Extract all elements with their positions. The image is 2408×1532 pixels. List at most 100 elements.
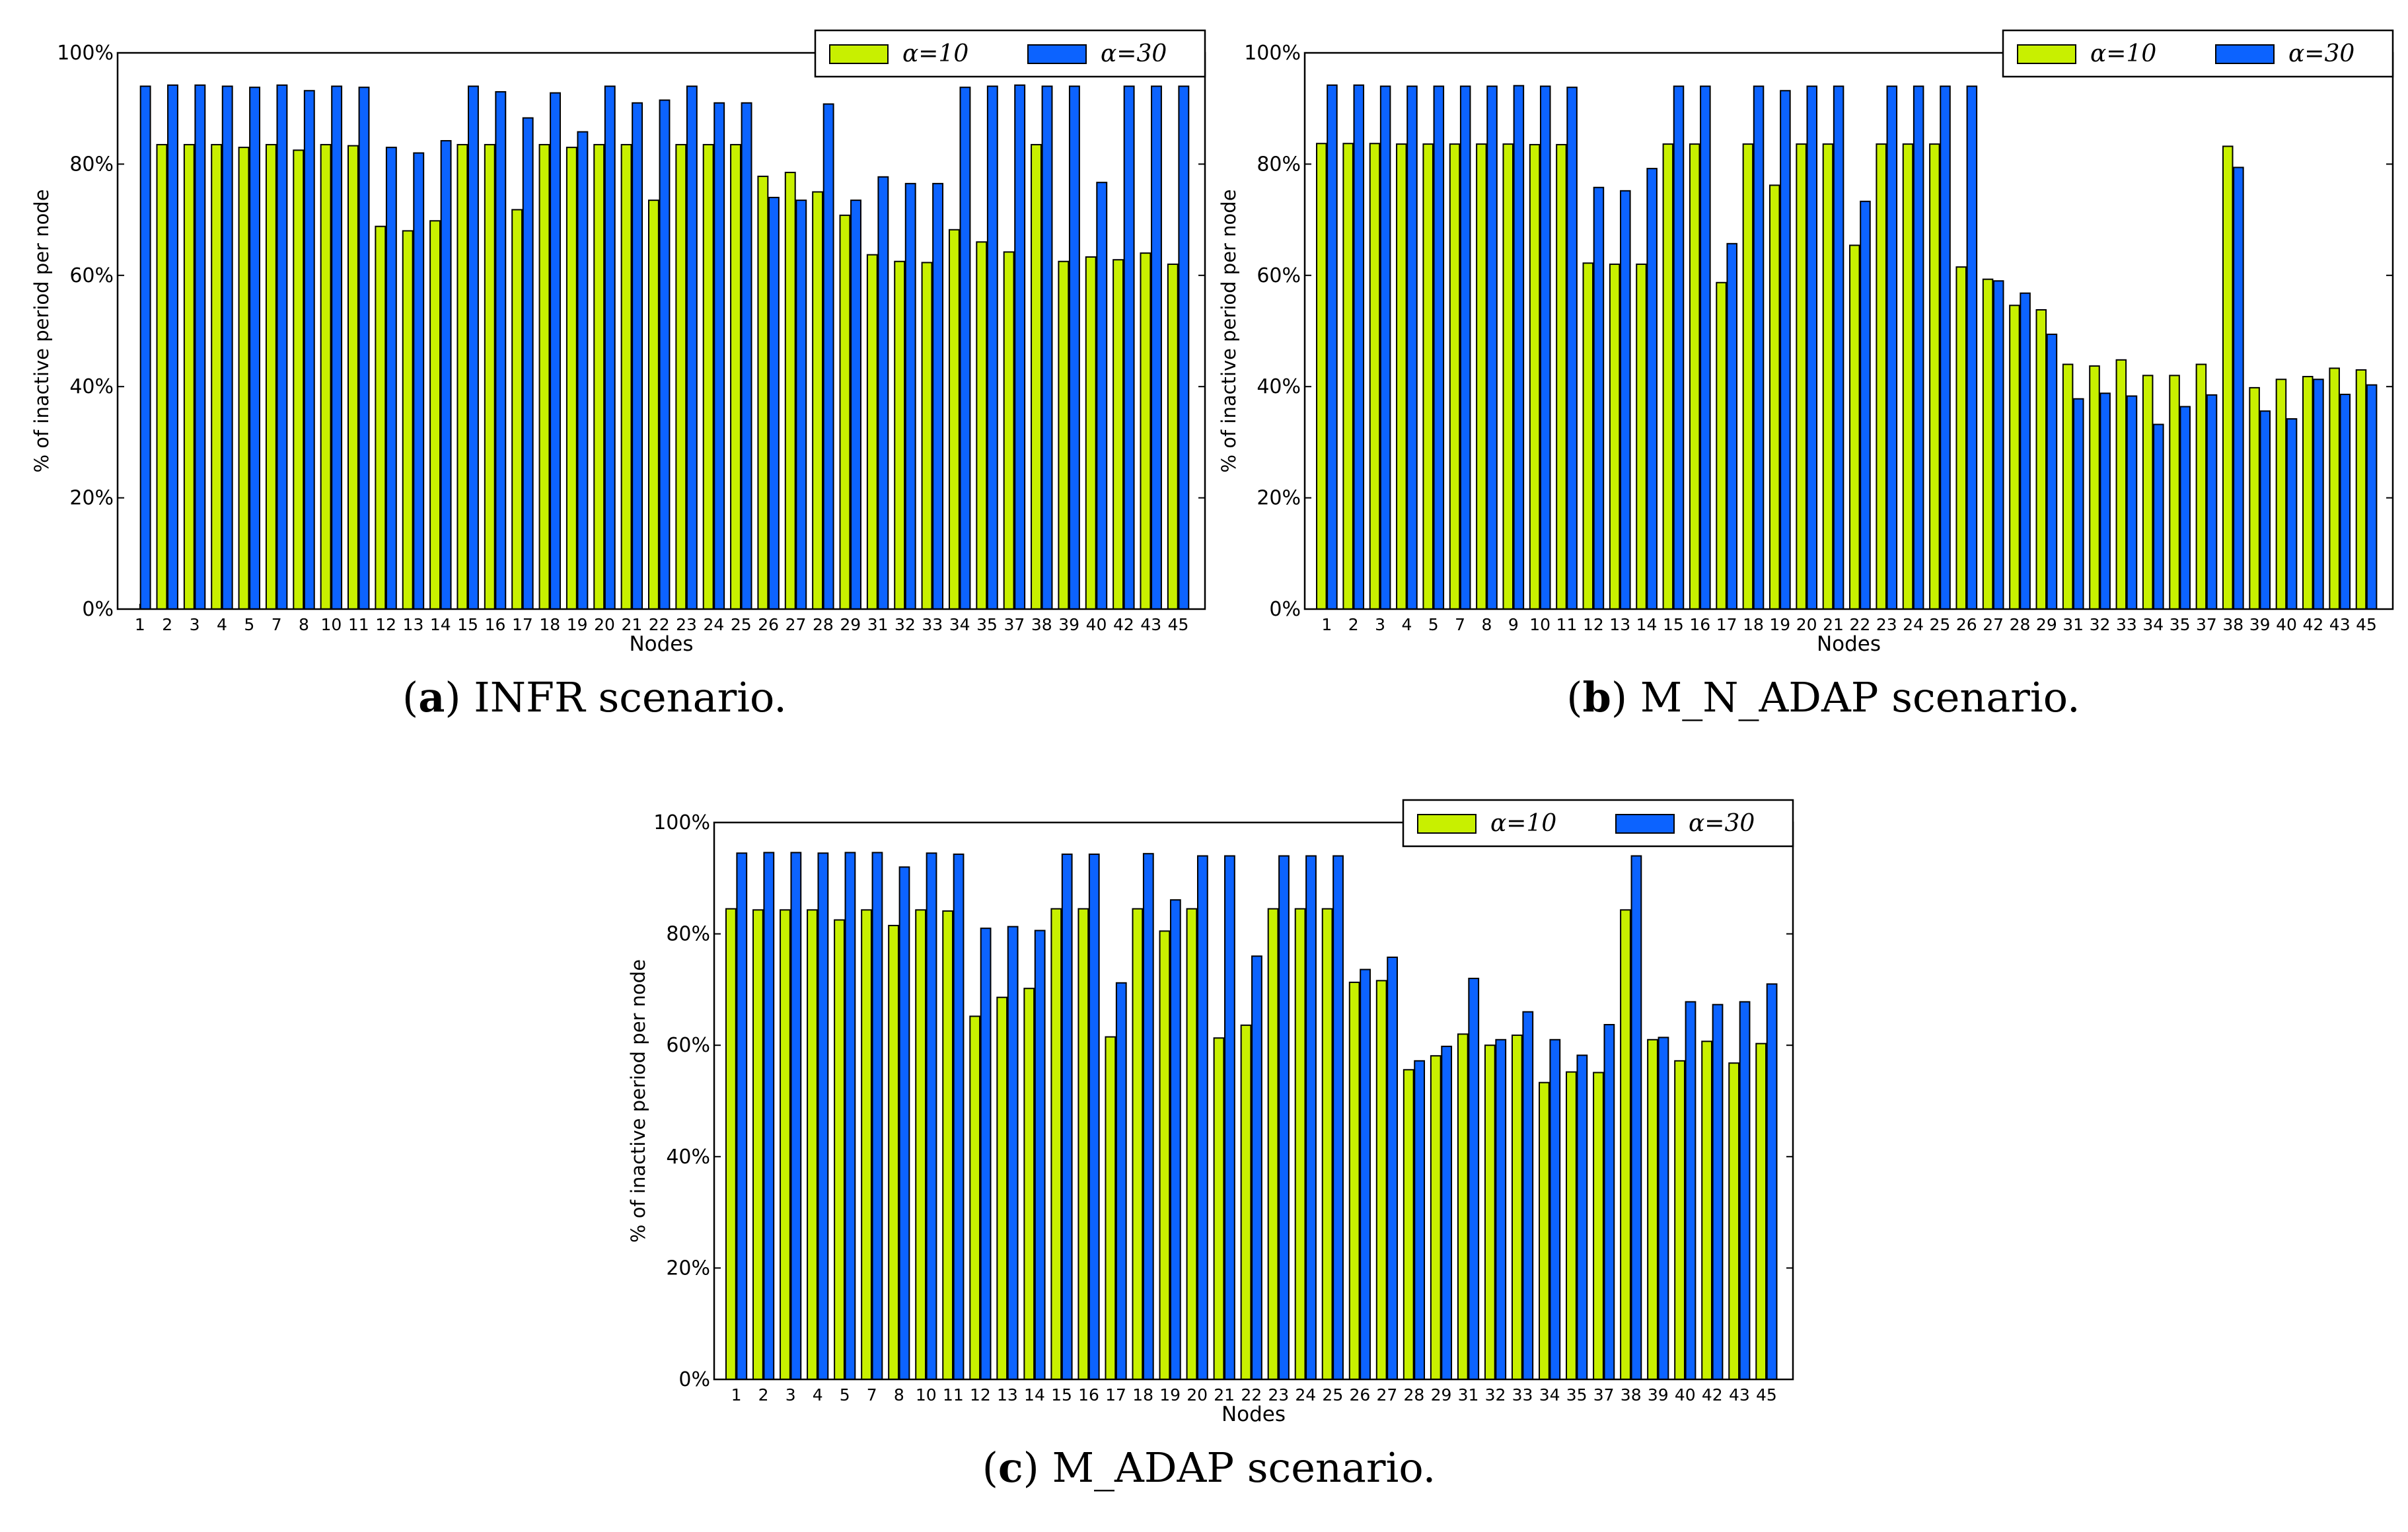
bar-alpha30-node-22: [1860, 200, 1871, 610]
bar-alpha10-node-16: [484, 143, 495, 610]
bar-alpha10-node-17: [1716, 281, 1727, 610]
bar-alpha30-node-7: [1459, 85, 1471, 610]
bar-alpha30-node-35: [2179, 406, 2191, 610]
x-tick-label: 14: [1636, 615, 1658, 634]
bar-alpha10-node-43: [1728, 1062, 1740, 1381]
bar-alpha10-node-17: [511, 209, 523, 610]
bar-alpha30-node-9: [1513, 85, 1525, 610]
bar-alpha30-node-5: [844, 852, 856, 1380]
x-tick-label: 26: [1956, 615, 1977, 634]
bar-alpha10-node-34: [1539, 1081, 1550, 1381]
x-tick-label: 10: [320, 615, 342, 634]
bar-alpha10-node-10: [1529, 143, 1541, 610]
bar-alpha30-node-45: [2366, 384, 2378, 610]
y-tick-label: 0%: [1269, 598, 1301, 621]
x-tick-label: 42: [1702, 1385, 1723, 1404]
x-tick-label: 39: [2249, 615, 2271, 634]
y-tick-label: 100%: [57, 42, 114, 65]
x-tick-label: 42: [1113, 615, 1134, 634]
caption-title: INFR scenario.: [474, 673, 787, 721]
y-tick-label: 100%: [1244, 42, 1301, 65]
y-axis-label: % of inactive period per node: [30, 189, 53, 472]
bar-alpha30-node-21: [1224, 855, 1235, 1380]
x-tick-label: 16: [1689, 615, 1710, 634]
bar-alpha10-node-33: [921, 262, 933, 610]
legend-label-alpha30: α=30: [1689, 810, 1755, 837]
bar-alpha30-node-35: [986, 85, 998, 610]
bar-alpha10-node-22: [1849, 244, 1860, 610]
bar-alpha30-node-8: [303, 90, 315, 610]
x-tick-label: 3: [1375, 615, 1385, 634]
bar-alpha10-node-4: [1396, 143, 1407, 610]
bar-alpha10-node-4: [211, 143, 223, 610]
bar-alpha30-node-14: [440, 140, 452, 610]
bar-alpha10-node-2: [752, 909, 764, 1380]
bar-alpha30-node-17: [1726, 242, 1737, 610]
bar-alpha30-node-10: [1539, 85, 1551, 610]
legend-swatch-alpha30: [1027, 44, 1087, 64]
caption-title: M_N_ADAP scenario.: [1640, 673, 2080, 721]
y-tick-label: 20%: [666, 1257, 710, 1280]
bar-alpha10-node-32: [1484, 1044, 1496, 1380]
bar-alpha30-node-15: [1673, 85, 1685, 610]
x-tick-label: 12: [970, 1385, 991, 1404]
y-tick-label: 80%: [69, 153, 114, 176]
bar-alpha10-node-45: [1755, 1042, 1767, 1381]
x-tick-label: 38: [2222, 615, 2244, 634]
bar-alpha10-node-7: [1449, 143, 1461, 610]
y-tick-label: 40%: [1257, 375, 1301, 398]
bar-alpha30-node-16: [1088, 854, 1100, 1381]
bar-alpha30-node-15: [1061, 854, 1073, 1381]
y-tick-label: 60%: [666, 1034, 710, 1057]
bar-alpha10-node-9: [1502, 143, 1514, 610]
bar-alpha30-node-29: [850, 200, 861, 610]
bar-alpha30-node-3: [1379, 85, 1391, 610]
bar-alpha30-node-23: [1278, 855, 1290, 1380]
caption-letter-bold: c: [998, 1443, 1023, 1492]
bar-alpha10-node-42: [1113, 259, 1124, 610]
x-tick-label: 12: [1583, 615, 1604, 634]
bar-alpha30-node-13: [413, 152, 425, 610]
bar-alpha30-node-19: [577, 131, 589, 610]
x-tick-label: 19: [1769, 615, 1790, 634]
bar-alpha30-node-33: [1522, 1011, 1534, 1380]
caption-letter: (: [402, 673, 418, 721]
x-tick-label: 19: [1159, 1385, 1181, 1404]
bar-alpha30-node-43: [1151, 85, 1162, 610]
x-axis-label: Nodes: [629, 632, 693, 656]
x-tick-label: 14: [1024, 1385, 1045, 1404]
x-tick-label: 34: [1539, 1385, 1560, 1404]
bar-alpha30-node-13: [1007, 926, 1019, 1380]
bar-alpha10-node-31: [2062, 363, 2074, 610]
x-axis-label: Nodes: [1222, 1403, 1286, 1426]
bar-alpha10-node-37: [2195, 363, 2207, 610]
bar-alpha10-node-29: [2035, 309, 2047, 610]
caption-title: M_ADAP scenario.: [1052, 1443, 1436, 1492]
bar-alpha10-node-27: [1982, 278, 1994, 610]
bar-alpha10-node-20: [593, 143, 605, 610]
y-tick-label: 0%: [82, 598, 114, 621]
bar-alpha30-node-2: [763, 852, 775, 1380]
x-tick-label: 28: [1404, 1385, 1425, 1404]
bar-alpha10-node-15: [456, 143, 468, 610]
bar-alpha30-node-17: [522, 117, 534, 610]
chart-panel-c: 0%20%40%60%80%100%1 2 3 4 5 7 8 10 11 12 13 14 15 16 1…: [627, 799, 1794, 1492]
bar-alpha10-node-28: [2009, 305, 2020, 610]
bar-alpha30-node-24: [713, 102, 725, 610]
panel-caption: (c) M_ADAP scenario.: [982, 1443, 1436, 1492]
bar-alpha10-node-11: [942, 910, 954, 1381]
x-tick-label: 18: [1743, 615, 1764, 634]
bar-alpha30-node-4: [221, 85, 233, 610]
x-tick-label: 22: [1241, 1385, 1262, 1404]
bar-alpha30-node-16: [1700, 85, 1711, 610]
bar-alpha10-node-19: [1769, 184, 1780, 610]
x-tick-label: 22: [1849, 615, 1870, 634]
bar-alpha30-node-42: [1712, 1003, 1724, 1381]
bar-alpha30-node-1: [139, 85, 151, 610]
bar-alpha30-node-39: [2259, 410, 2271, 610]
x-tick-label: 10: [1529, 615, 1551, 634]
bar-alpha30-node-12: [980, 928, 992, 1381]
x-tick-label: 23: [676, 615, 697, 634]
caption-letter-bold: b: [1582, 673, 1611, 721]
bar-alpha10-node-12: [1582, 262, 1594, 610]
